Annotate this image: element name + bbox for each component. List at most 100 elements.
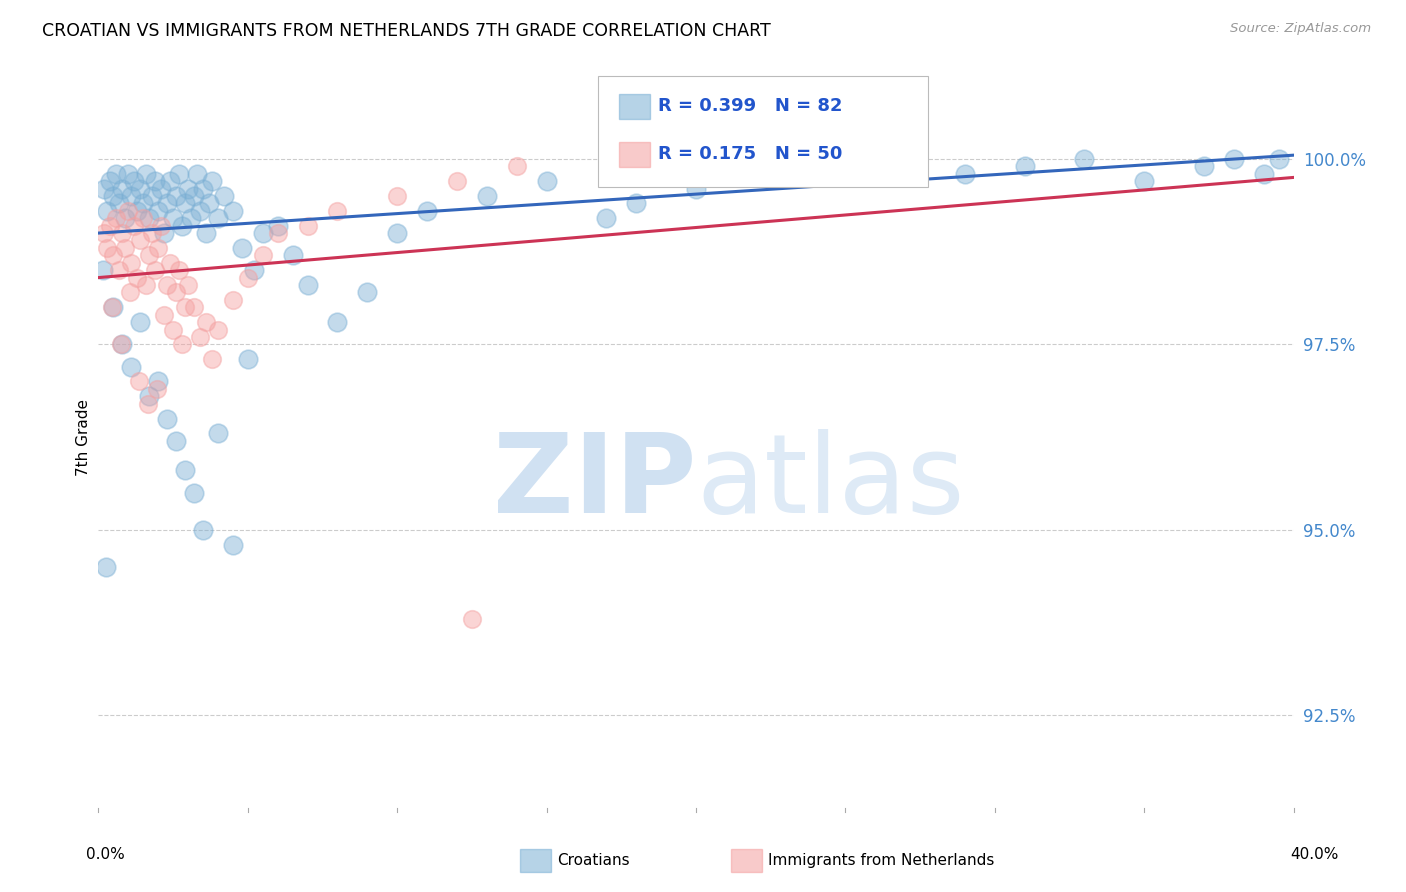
Point bbox=[834, 159, 856, 173]
Point bbox=[1267, 152, 1289, 166]
Point bbox=[281, 248, 304, 262]
Point bbox=[188, 330, 211, 344]
Point bbox=[96, 203, 118, 218]
Point bbox=[745, 167, 768, 181]
Point bbox=[1223, 152, 1246, 166]
Point bbox=[94, 560, 117, 574]
Point bbox=[103, 248, 125, 262]
Point bbox=[195, 226, 218, 240]
Point bbox=[93, 181, 115, 195]
Point bbox=[148, 241, 170, 255]
Point bbox=[326, 203, 349, 218]
Point bbox=[685, 181, 707, 195]
Point bbox=[138, 211, 160, 226]
Point bbox=[110, 337, 132, 351]
Point bbox=[207, 322, 229, 336]
Text: R = 0.175   N = 50: R = 0.175 N = 50 bbox=[658, 145, 842, 163]
Point bbox=[150, 219, 173, 233]
Point bbox=[111, 226, 134, 240]
Point bbox=[162, 211, 184, 226]
Point bbox=[156, 411, 179, 425]
Point bbox=[91, 263, 114, 277]
Text: atlas: atlas bbox=[696, 428, 965, 535]
Point bbox=[93, 226, 115, 240]
Point bbox=[117, 167, 139, 181]
Point bbox=[475, 189, 498, 203]
Point bbox=[105, 211, 128, 226]
Point bbox=[180, 211, 202, 226]
Point bbox=[243, 263, 266, 277]
Point bbox=[124, 174, 146, 188]
Point bbox=[143, 263, 166, 277]
Point bbox=[124, 219, 146, 233]
Point bbox=[222, 293, 245, 307]
Point bbox=[595, 211, 617, 226]
Point bbox=[153, 308, 176, 322]
Point bbox=[177, 181, 200, 195]
Point bbox=[135, 278, 157, 293]
Point bbox=[626, 196, 648, 211]
Point bbox=[536, 174, 558, 188]
Point bbox=[252, 248, 274, 262]
Point bbox=[207, 211, 229, 226]
Point bbox=[167, 263, 190, 277]
Point bbox=[198, 196, 221, 211]
Point bbox=[138, 248, 160, 262]
Point bbox=[141, 189, 163, 203]
Point bbox=[191, 523, 214, 537]
Point bbox=[183, 300, 205, 314]
Point bbox=[165, 189, 187, 203]
Point bbox=[117, 203, 139, 218]
Point bbox=[222, 538, 245, 552]
Point bbox=[132, 211, 155, 226]
Point bbox=[222, 203, 245, 218]
Point bbox=[132, 196, 155, 211]
Point bbox=[108, 263, 131, 277]
Point bbox=[191, 181, 214, 195]
Point bbox=[231, 241, 253, 255]
Point bbox=[1073, 152, 1095, 166]
Point bbox=[252, 226, 274, 240]
Point bbox=[201, 174, 224, 188]
Point bbox=[153, 226, 176, 240]
Point bbox=[385, 189, 409, 203]
Point bbox=[98, 174, 122, 188]
Point bbox=[129, 181, 152, 195]
Point bbox=[103, 189, 125, 203]
Point bbox=[207, 426, 229, 441]
Point bbox=[267, 219, 290, 233]
Point bbox=[506, 159, 529, 173]
Point bbox=[156, 278, 179, 293]
Point bbox=[172, 337, 194, 351]
Point bbox=[136, 397, 159, 411]
Point bbox=[145, 382, 167, 396]
Point bbox=[174, 300, 197, 314]
Point bbox=[162, 322, 184, 336]
Point bbox=[128, 375, 150, 389]
Point bbox=[1133, 174, 1156, 188]
Point bbox=[120, 256, 142, 270]
Point bbox=[148, 203, 170, 218]
Point bbox=[174, 463, 197, 477]
Point bbox=[159, 256, 181, 270]
Point bbox=[127, 270, 149, 285]
Point bbox=[385, 226, 409, 240]
Point bbox=[183, 485, 205, 500]
Point bbox=[103, 300, 125, 314]
Point bbox=[156, 196, 179, 211]
Point bbox=[1192, 159, 1215, 173]
Point bbox=[461, 612, 484, 626]
Point bbox=[165, 434, 187, 448]
Point bbox=[111, 181, 134, 195]
Point bbox=[446, 174, 468, 188]
Point bbox=[236, 352, 259, 367]
Point bbox=[167, 167, 190, 181]
Point bbox=[135, 167, 157, 181]
Point bbox=[953, 167, 976, 181]
Point bbox=[212, 189, 235, 203]
Point bbox=[177, 278, 200, 293]
Point bbox=[129, 234, 152, 248]
Point bbox=[114, 211, 136, 226]
Point bbox=[101, 300, 124, 314]
Point bbox=[127, 203, 149, 218]
